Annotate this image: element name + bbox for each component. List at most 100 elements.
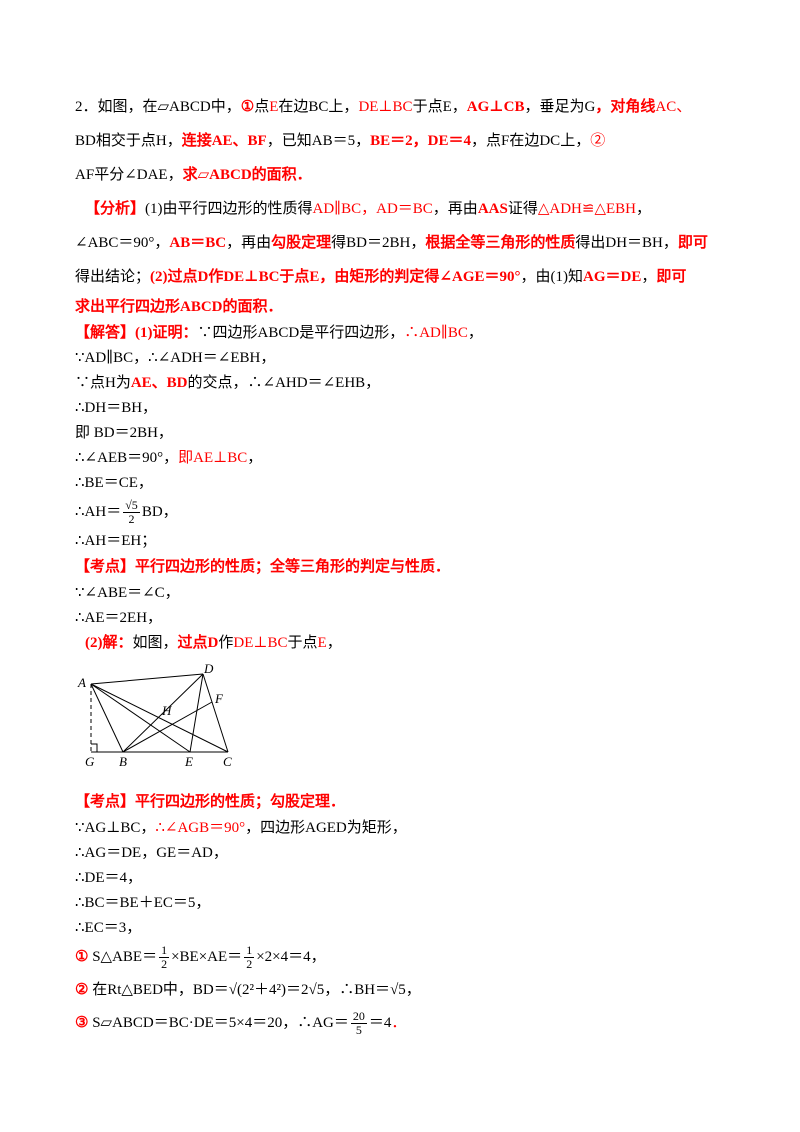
- fraction: √52: [123, 499, 140, 526]
- text-line: ∴EC＝3，: [75, 916, 715, 941]
- text-segment: S▱ABCD＝BC·DE＝5×4＝20，∴AG＝: [88, 1015, 348, 1031]
- text-segment: 在边: [509, 133, 539, 149]
- text-segment: 【考点】平行四边形的性质；勾股定理．: [75, 794, 345, 810]
- fraction: 12: [244, 944, 254, 971]
- text-segment: ，点: [471, 133, 501, 149]
- text-segment: BD: [75, 133, 96, 149]
- text-segment: ②: [590, 133, 605, 149]
- text-segment: ABCD: [258, 325, 300, 341]
- text-segment: 于点: [288, 635, 318, 651]
- text-segment: 即可: [656, 269, 686, 285]
- text-segment: AC、: [655, 99, 691, 115]
- text-segment: DC: [539, 133, 560, 149]
- text-line: BD相交于点H，连接AE、BF，已知AB＝5，BE＝2，DE＝4，点F在边DC上…: [75, 124, 715, 158]
- text-line: 求出平行四边形ABCD的面积．: [75, 294, 715, 321]
- text-segment: 作: [218, 635, 233, 651]
- edge-DC: [203, 674, 228, 752]
- text-line: ∵点H为AE、BD的交点，∴∠AHD＝∠EHB，: [75, 371, 715, 396]
- text-segment: BE＝2，DE＝4: [370, 133, 471, 149]
- text-segment: ∴AD∥BC: [404, 325, 468, 341]
- text-segment: ，: [327, 635, 342, 651]
- text-segment: 相交于点: [96, 133, 156, 149]
- text-segment: (2)过点D作DE⊥BC于点E，由矩形的判定得∠AGE＝90°: [150, 269, 520, 285]
- text-segment: ∴BC＝BE＋EC＝5，: [75, 895, 210, 911]
- fraction: 12: [159, 944, 169, 971]
- text-segment: 即可: [678, 235, 708, 251]
- text-segment: (1)由平行四边形的性质得: [145, 201, 313, 217]
- text-segment: ，: [167, 133, 182, 149]
- text-segment: △ADH≌△EBH: [538, 201, 636, 217]
- text-segment: 【考点】平行四边形的性质；全等三角形的判定与性质．: [75, 559, 450, 575]
- text-segment: 上，: [328, 99, 358, 115]
- text-segment: ，已知: [267, 133, 312, 149]
- text-segment: 得出结论；: [75, 269, 150, 285]
- text-segment: 【解答】(1)证明：: [75, 325, 198, 341]
- text-segment: ABCD: [169, 99, 211, 115]
- edge-AB: [91, 684, 123, 752]
- text-segment: ③: [75, 1015, 88, 1031]
- text-segment: AB＝BC: [169, 235, 226, 251]
- text-segment: DE⊥BC: [233, 635, 287, 651]
- text-line: ∵AD∥BC，∴∠ADH＝∠EBH，: [75, 346, 715, 371]
- text-segment: 求出平行四边形ABCD的面积．: [75, 299, 283, 315]
- text-line: 【考点】平行四边形的性质；全等三角形的判定与性质．: [75, 554, 715, 581]
- text-line: 【解答】(1)证明：∵四边形ABCD是平行四边形，∴AD∥BC，: [75, 321, 715, 346]
- text-segment: ×BE×AE＝: [171, 949, 242, 965]
- text-line: ∴DE＝4，: [75, 866, 715, 891]
- text-line: 即 BD＝2BH，: [75, 421, 715, 446]
- text-line: 【考点】平行四边形的性质；勾股定理．: [75, 789, 715, 816]
- text-segment: AF: [75, 167, 94, 183]
- text-segment: 得: [331, 235, 346, 251]
- text-segment: ∴∠AGB＝90°: [155, 820, 245, 836]
- text-segment: BC: [308, 99, 328, 115]
- text-segment: E: [443, 99, 452, 115]
- text-line: AF平分∠DAE，求▱ABCD的面积．: [75, 158, 715, 192]
- text-segment: ，: [641, 269, 656, 285]
- text-line: ∴∠AEB＝90°，即AE⊥BC，: [75, 446, 715, 471]
- text-line: ∴DH＝BH，: [75, 396, 715, 421]
- text-segment: 中，: [211, 99, 241, 115]
- figure-wrap: A D H F G B E C: [75, 664, 715, 777]
- text-segment: 勾股定理: [271, 235, 331, 251]
- text-segment: ，垂足为: [525, 99, 585, 115]
- text-segment: ×2×4＝4，: [256, 949, 325, 965]
- text-segment: 在Rt△BED中，BD＝: [88, 982, 228, 998]
- text-line: ∴AH＝EH；: [75, 529, 715, 554]
- text-segment: √(2²＋4²): [229, 982, 286, 998]
- text-segment: ∵AD∥BC，∴∠ADH＝∠EBH，: [75, 350, 275, 366]
- text-segment: ，对角线: [595, 99, 655, 115]
- text-segment: S△ABE＝: [88, 949, 157, 965]
- text-segment: 得出: [575, 235, 605, 251]
- text-line: ∴AH＝√52BD，: [75, 496, 715, 529]
- text-segment: ②: [75, 982, 88, 998]
- text-segment: AAS: [478, 201, 508, 217]
- text-segment: ∵点H为: [75, 375, 131, 391]
- text-line: ③ S▱ABCD＝BC·DE＝5×4＝20，∴AG＝205＝4．: [75, 1007, 715, 1040]
- text-segment: ∴AG＝DE，GE＝AD，: [75, 845, 228, 861]
- text-segment: 是平行四边形，: [299, 325, 404, 341]
- text-segment: ①: [75, 949, 88, 965]
- text-segment: 于点: [413, 99, 443, 115]
- text-segment: E: [318, 635, 327, 651]
- text-line: 2．如图，在▱ABCD中，①点E在边BC上，DE⊥BC于点E，AG⊥CB，垂足为…: [75, 90, 715, 124]
- text-segment: ∠ABC＝90°，: [75, 235, 169, 251]
- right-angle-mark: [91, 744, 97, 752]
- text-segment: AG⊥CB: [467, 99, 525, 115]
- point-label-D: D: [203, 664, 214, 676]
- text-segment: AG＝DE: [583, 269, 641, 285]
- text-segment: (2)解：: [85, 635, 133, 651]
- point-label-H: H: [161, 703, 172, 718]
- text-segment: ∴∠AEB＝90°，: [75, 450, 178, 466]
- text-segment: 如图，: [133, 635, 178, 651]
- text-segment: ．: [391, 1015, 406, 1031]
- text-segment: 的交点，∴∠AHD＝∠EHB，: [188, 375, 381, 391]
- text-segment: G: [585, 99, 596, 115]
- point-label-B: B: [119, 754, 127, 769]
- text-segment: H: [156, 133, 167, 149]
- text-segment: 【分析】: [85, 201, 145, 217]
- text-line: ∴BE＝CE，: [75, 471, 715, 496]
- text-segment: ∴DH＝BH，: [75, 400, 157, 416]
- text-segment: ，: [168, 167, 183, 183]
- text-segment: ，: [636, 201, 651, 217]
- point-label-E: E: [184, 754, 193, 769]
